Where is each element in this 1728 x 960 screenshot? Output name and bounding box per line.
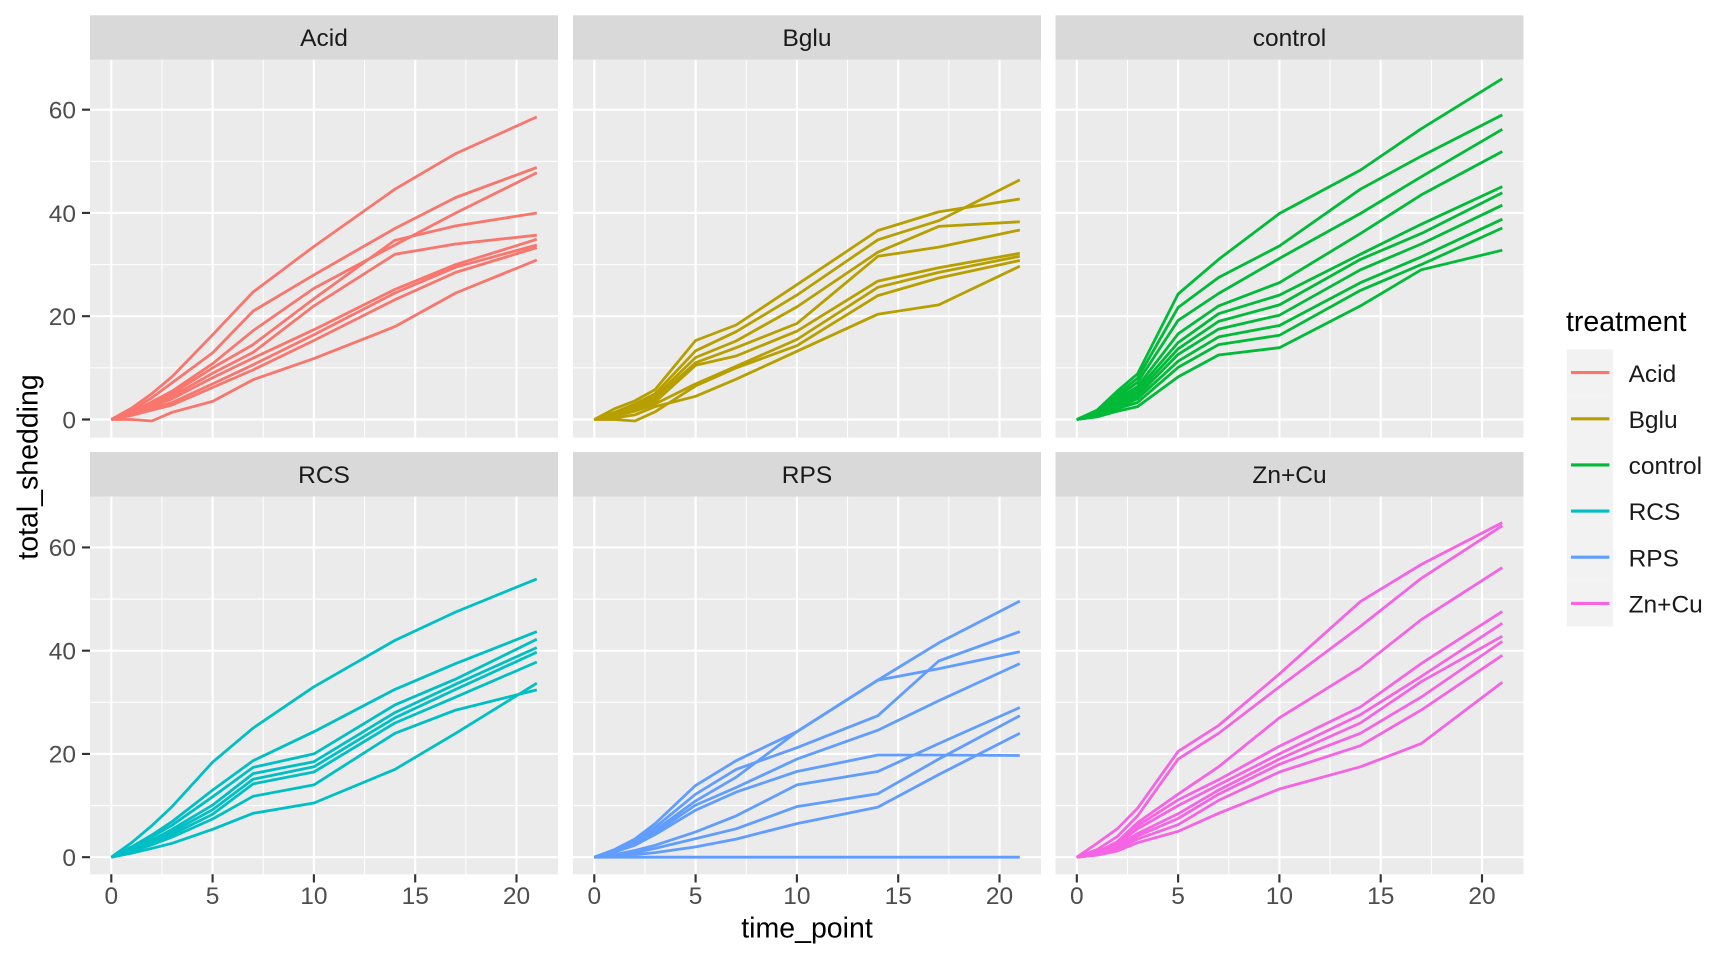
svg-text:0: 0 — [62, 407, 76, 434]
svg-text:Bglu: Bglu — [782, 25, 831, 52]
svg-text:5: 5 — [1171, 883, 1185, 910]
svg-text:15: 15 — [1367, 883, 1394, 910]
svg-text:total_shedding: total_shedding — [13, 374, 45, 559]
svg-text:RPS: RPS — [782, 462, 832, 489]
svg-text:40: 40 — [49, 639, 76, 666]
svg-text:Acid: Acid — [1629, 361, 1677, 388]
svg-text:60: 60 — [49, 98, 76, 125]
svg-text:60: 60 — [49, 535, 76, 562]
svg-text:5: 5 — [206, 883, 220, 910]
svg-text:5: 5 — [689, 883, 703, 910]
svg-text:20: 20 — [986, 883, 1013, 910]
svg-text:0: 0 — [104, 883, 118, 910]
svg-text:0: 0 — [587, 883, 601, 910]
svg-text:control: control — [1629, 453, 1703, 480]
svg-text:RCS: RCS — [1629, 499, 1681, 526]
svg-text:20: 20 — [49, 742, 76, 769]
svg-text:15: 15 — [885, 883, 912, 910]
svg-text:15: 15 — [402, 883, 429, 910]
svg-text:RCS: RCS — [298, 462, 350, 489]
svg-text:20: 20 — [49, 304, 76, 331]
svg-text:control: control — [1253, 25, 1327, 52]
svg-text:10: 10 — [1266, 883, 1293, 910]
svg-text:Zn+Cu: Zn+Cu — [1252, 462, 1326, 489]
svg-text:10: 10 — [300, 883, 327, 910]
svg-text:0: 0 — [1070, 883, 1084, 910]
svg-text:RPS: RPS — [1629, 545, 1679, 572]
svg-text:Zn+Cu: Zn+Cu — [1629, 592, 1703, 619]
svg-text:treatment: treatment — [1566, 306, 1686, 338]
svg-text:20: 20 — [503, 883, 530, 910]
svg-text:10: 10 — [783, 883, 810, 910]
svg-text:Acid: Acid — [300, 25, 348, 52]
svg-text:20: 20 — [1468, 883, 1495, 910]
svg-text:Bglu: Bglu — [1629, 407, 1678, 434]
svg-text:40: 40 — [49, 201, 76, 228]
svg-text:time_point: time_point — [741, 913, 873, 945]
svg-text:0: 0 — [62, 845, 76, 872]
